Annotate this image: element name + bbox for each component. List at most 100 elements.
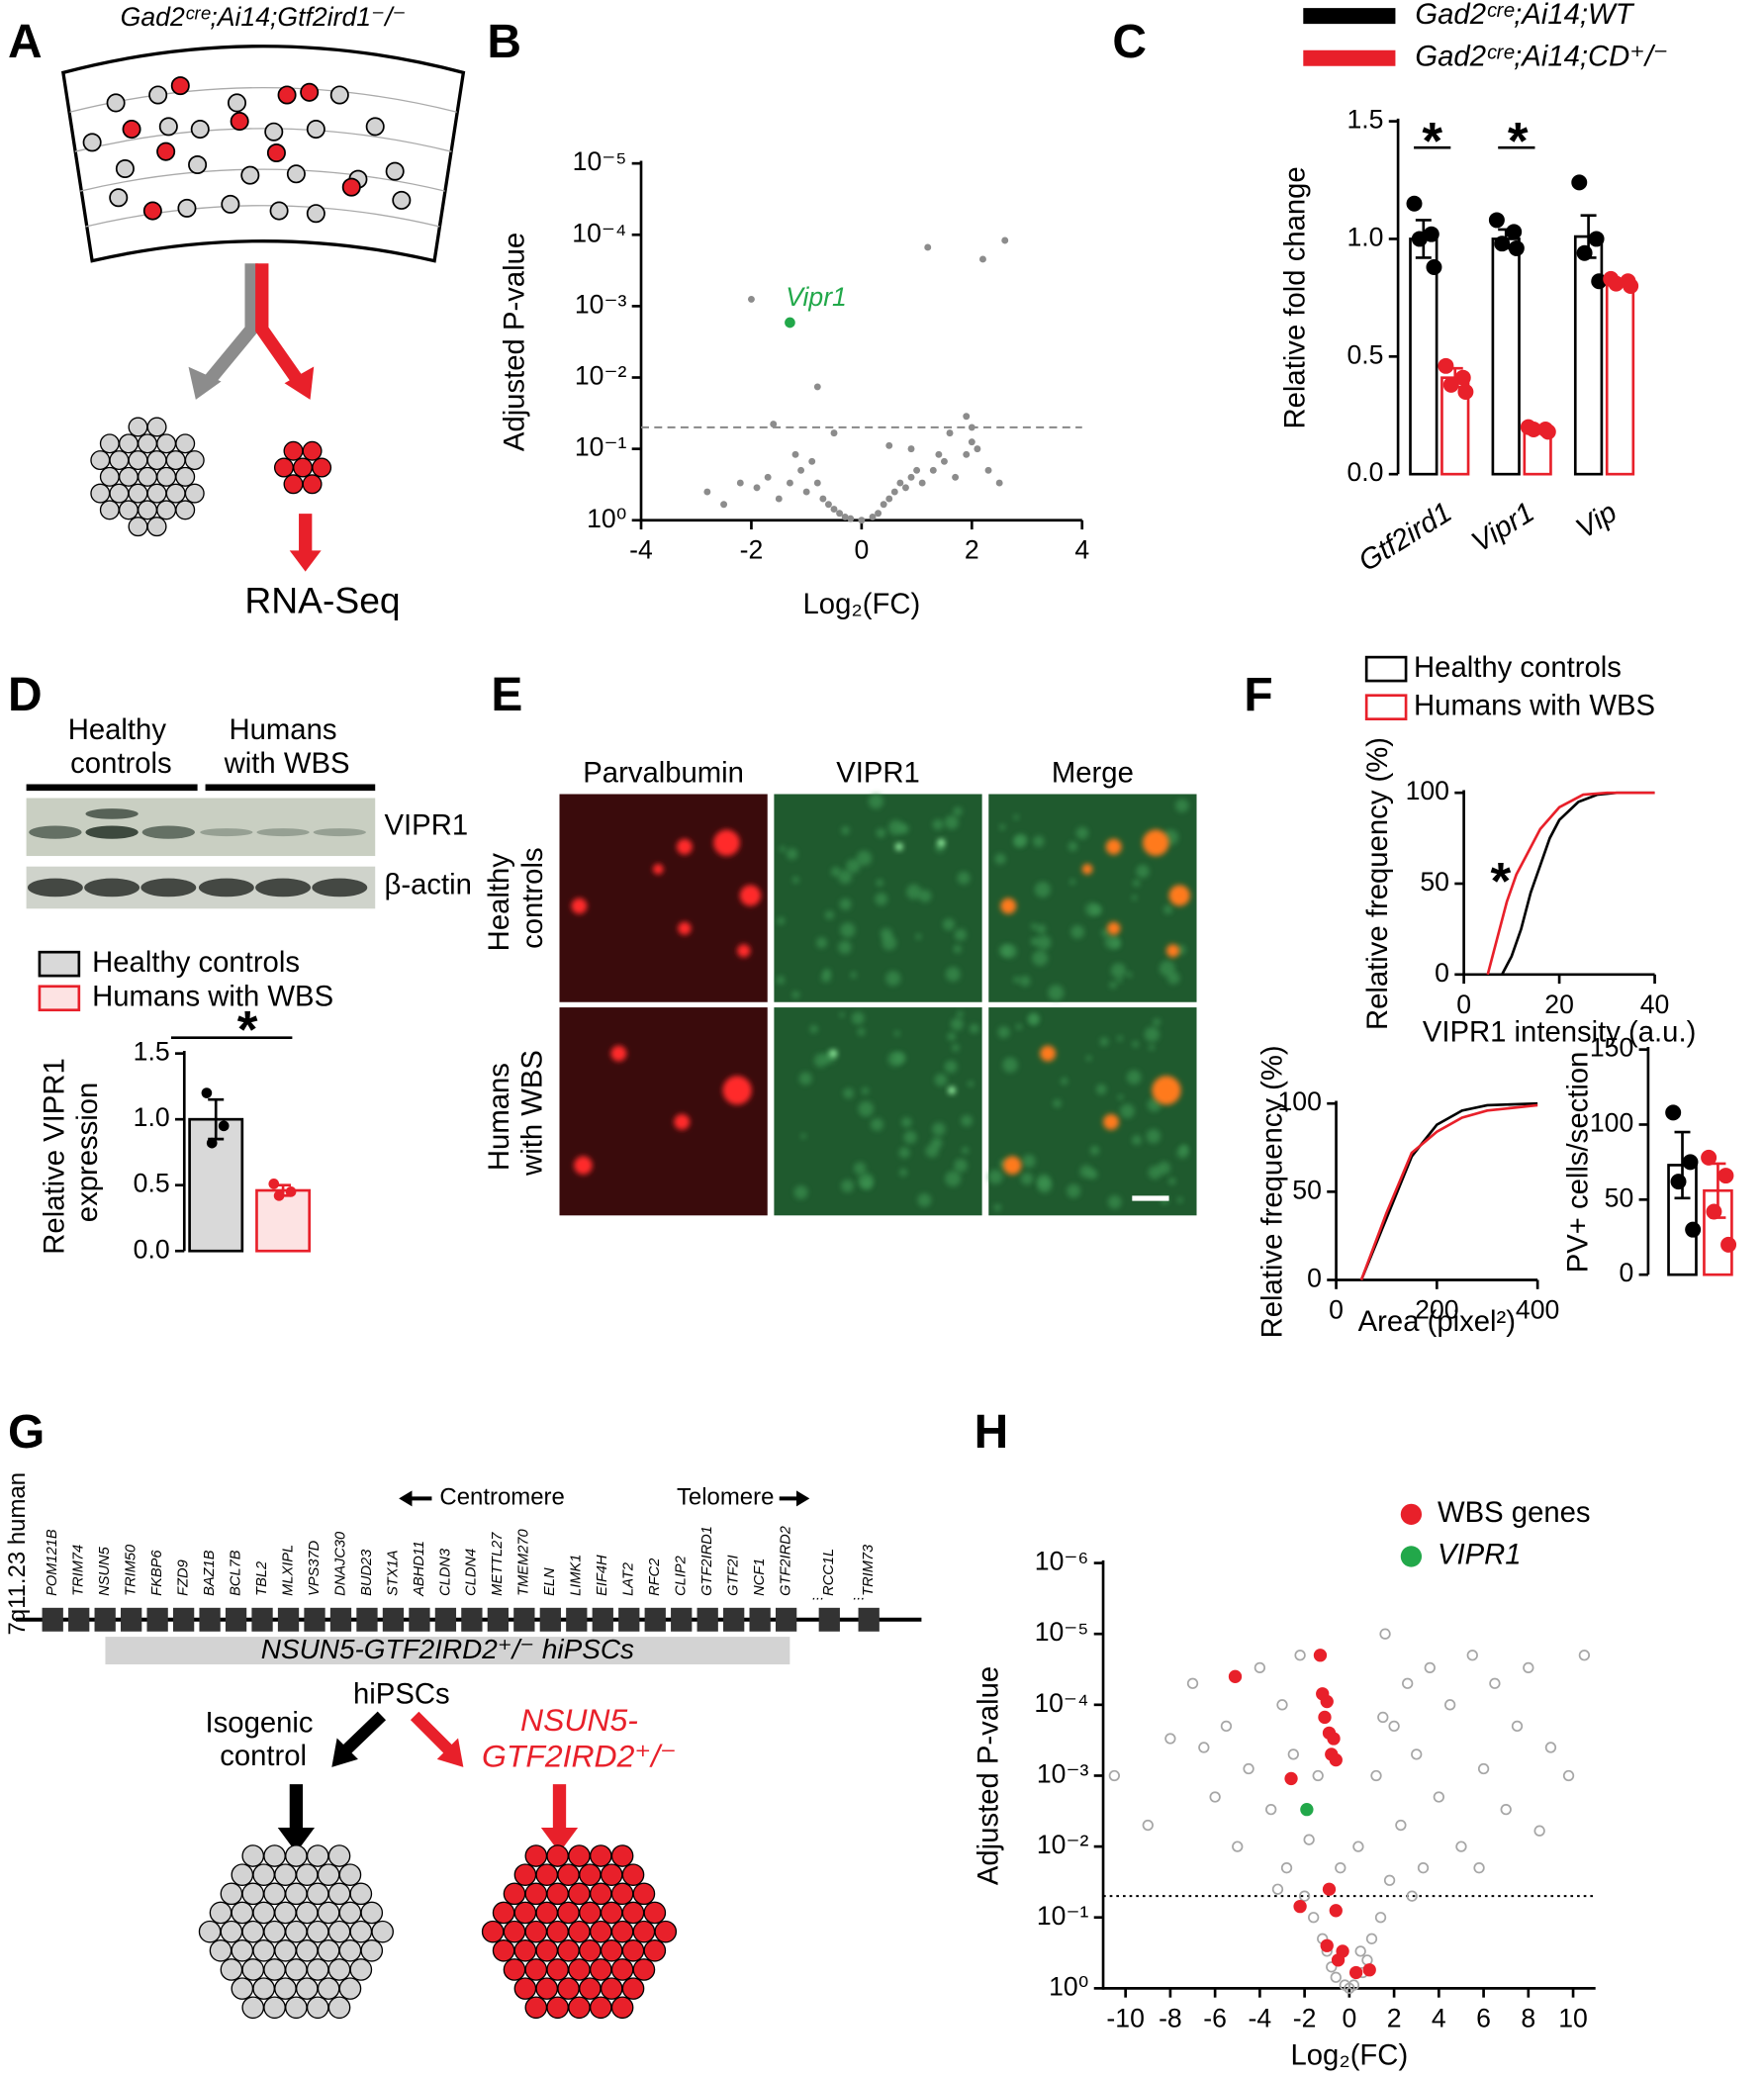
speckle bbox=[944, 1060, 958, 1074]
cell bbox=[610, 1844, 634, 1867]
point bbox=[1365, 1933, 1378, 1944]
micrograph bbox=[988, 1007, 1197, 1216]
cell bbox=[283, 474, 304, 495]
point bbox=[1253, 1661, 1266, 1674]
gene-box bbox=[42, 1607, 63, 1632]
arrow-head bbox=[188, 366, 222, 400]
cell bbox=[302, 440, 323, 461]
point bbox=[1377, 1711, 1389, 1724]
speckle bbox=[791, 876, 799, 884]
x-tick-label: 0 bbox=[1342, 2003, 1356, 2032]
cell bbox=[209, 1901, 232, 1925]
band bbox=[85, 808, 139, 819]
speckle bbox=[957, 871, 971, 885]
speckle bbox=[917, 1192, 932, 1207]
point bbox=[946, 429, 954, 437]
cell bbox=[632, 1882, 656, 1906]
point bbox=[1335, 1862, 1346, 1874]
point bbox=[1489, 1677, 1501, 1689]
cell bbox=[231, 1977, 254, 2000]
x-tick-label: 2 bbox=[1387, 2003, 1402, 2032]
point bbox=[1336, 1944, 1349, 1958]
point bbox=[974, 445, 981, 453]
cell bbox=[306, 1882, 329, 1906]
speckle bbox=[961, 1114, 973, 1127]
speckle bbox=[1175, 799, 1189, 812]
cell bbox=[503, 1882, 526, 1906]
point bbox=[901, 484, 909, 492]
cell bbox=[674, 1113, 691, 1130]
cell bbox=[589, 1996, 612, 2020]
speckle bbox=[857, 1027, 866, 1036]
sort-arrow-grey bbox=[203, 263, 258, 387]
gene-label: LIMK1 bbox=[569, 1555, 585, 1596]
gene-box bbox=[434, 1607, 457, 1632]
y-axis-label: Adjusted P-value bbox=[499, 233, 530, 451]
cell bbox=[274, 1977, 297, 2000]
x-tick-label: 6 bbox=[1476, 2003, 1491, 2032]
cell bbox=[128, 417, 148, 437]
cell bbox=[302, 474, 323, 495]
point bbox=[1682, 1154, 1699, 1171]
panel-label: G bbox=[8, 1406, 45, 1459]
speckle bbox=[1048, 985, 1065, 1001]
gene-label: DNAJC30 bbox=[332, 1531, 348, 1596]
speckle bbox=[885, 971, 901, 987]
gene-box bbox=[68, 1607, 90, 1632]
point bbox=[963, 413, 971, 421]
cell bbox=[1165, 944, 1180, 958]
control-label: Isogenic control bbox=[206, 1707, 322, 1772]
cell bbox=[327, 1958, 351, 1981]
gene-label: NSUN5 bbox=[97, 1546, 113, 1595]
gene-box bbox=[199, 1607, 221, 1632]
speckle bbox=[903, 1130, 917, 1144]
point bbox=[1198, 1742, 1210, 1753]
cell bbox=[1000, 897, 1017, 914]
cell bbox=[156, 500, 177, 520]
x-tick-label: 20 bbox=[1544, 990, 1574, 1019]
point bbox=[1243, 1762, 1254, 1775]
cell bbox=[109, 188, 129, 208]
gene-label: TRIM74 bbox=[71, 1545, 87, 1596]
gene-box bbox=[277, 1607, 300, 1632]
blot-group: Healthy controls bbox=[68, 714, 174, 780]
cell bbox=[184, 483, 205, 504]
cell bbox=[170, 76, 190, 96]
cell bbox=[722, 1076, 752, 1105]
point bbox=[1370, 1769, 1382, 1782]
cell bbox=[338, 1863, 362, 1886]
cell bbox=[285, 1882, 308, 1906]
cell bbox=[264, 122, 284, 142]
speckle bbox=[776, 976, 786, 985]
cell bbox=[610, 1920, 634, 1943]
cell bbox=[571, 897, 588, 914]
locus-label: 7q11.23 human bbox=[4, 1472, 31, 1636]
gene-label: ELN bbox=[542, 1567, 558, 1596]
x-tick-label: 0 bbox=[854, 535, 869, 565]
deletion-bar bbox=[105, 1637, 790, 1665]
cell bbox=[165, 483, 186, 504]
legend-swatch bbox=[38, 950, 81, 978]
gene-label: BUD23 bbox=[359, 1550, 375, 1596]
speckle bbox=[1020, 1173, 1034, 1185]
y-tick-label: 10⁰ bbox=[587, 504, 626, 533]
speckle bbox=[1068, 841, 1078, 852]
point bbox=[1455, 1841, 1467, 1852]
cell bbox=[1040, 1045, 1057, 1062]
cell bbox=[610, 1045, 627, 1062]
point bbox=[1506, 224, 1523, 240]
row-label: Humans with WBS bbox=[484, 1050, 549, 1177]
point bbox=[1402, 1677, 1414, 1689]
point bbox=[1423, 226, 1439, 242]
speckle bbox=[1107, 1195, 1122, 1209]
cell bbox=[269, 201, 289, 221]
cell bbox=[274, 1938, 297, 1962]
cell bbox=[1142, 829, 1169, 857]
row-label: Healthy controls bbox=[484, 845, 549, 951]
significance: * bbox=[237, 1001, 258, 1060]
cell bbox=[1168, 885, 1190, 906]
arrow-head bbox=[289, 550, 322, 572]
cell bbox=[360, 1901, 384, 1925]
point bbox=[802, 488, 810, 496]
cell bbox=[317, 1977, 340, 2000]
